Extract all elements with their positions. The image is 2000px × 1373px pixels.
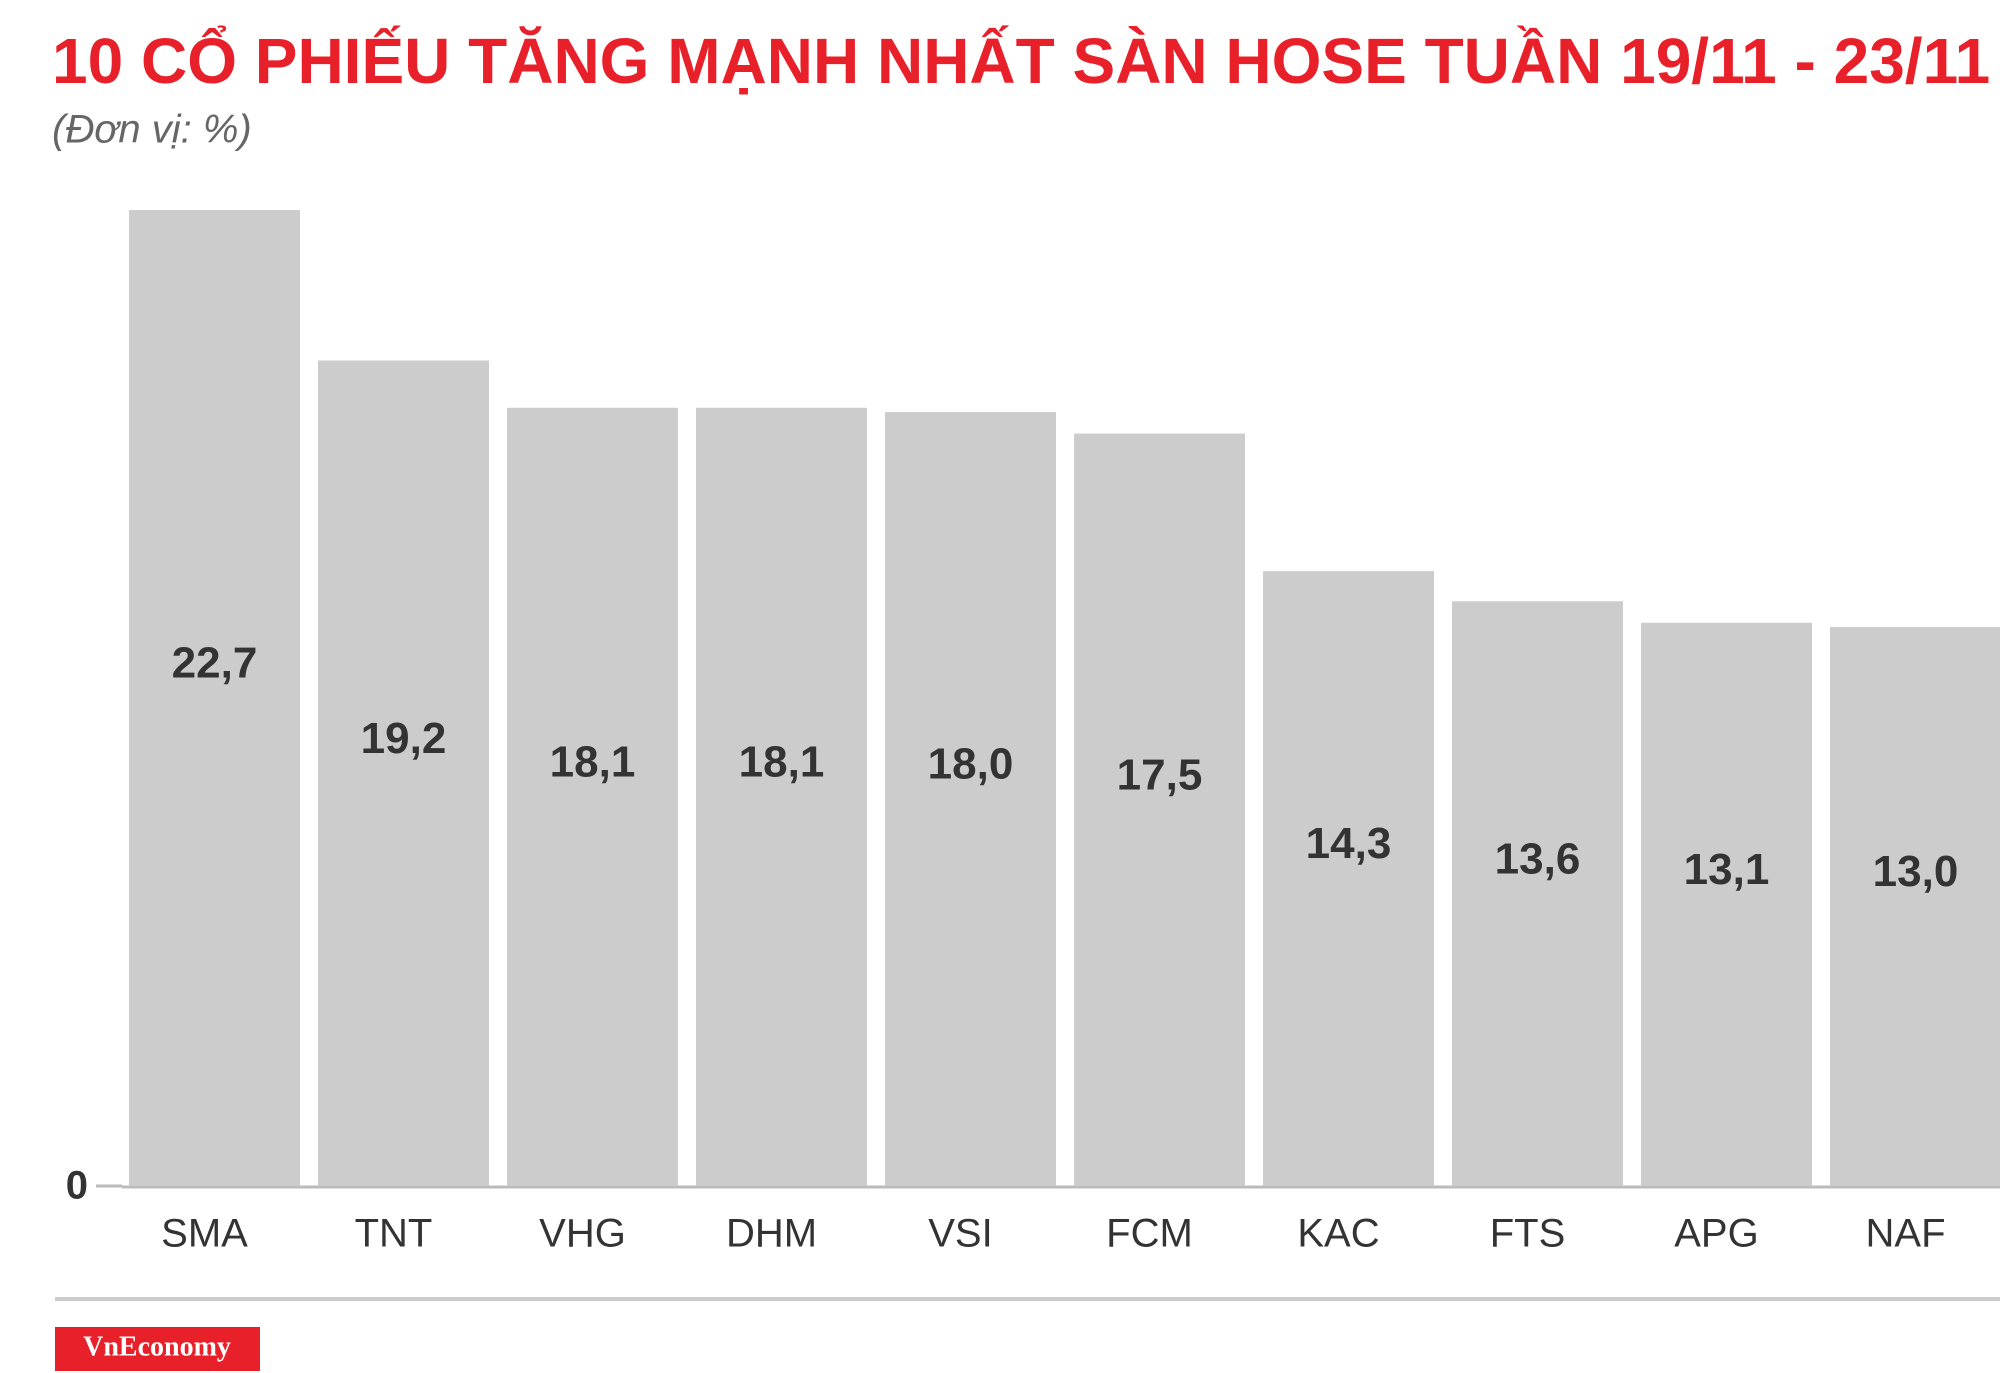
value-label: 13,6 <box>1495 834 1581 883</box>
x-tick-label: APG <box>1674 1212 1758 1256</box>
bar <box>1074 433 1245 1186</box>
bar <box>696 407 867 1186</box>
bar <box>318 360 489 1186</box>
x-tick-label: VHG <box>539 1212 626 1256</box>
bar <box>1263 571 1434 1186</box>
logo-box <box>55 1327 260 1371</box>
chart-title: 10 CỔ PHIẾU TĂNG MẠNH NHẤT SÀN HOSE TUẦN… <box>52 24 1990 97</box>
logo: VnEconomy <box>83 1331 231 1362</box>
bar <box>885 412 1056 1186</box>
x-tick-label: FCM <box>1106 1212 1193 1256</box>
value-label: 13,1 <box>1684 845 1770 894</box>
value-label: 19,2 <box>361 714 447 763</box>
value-label: 18,1 <box>550 738 636 787</box>
value-label: 13,0 <box>1873 847 1959 896</box>
value-label: 14,3 <box>1306 819 1392 868</box>
x-tick-label: DHM <box>726 1212 817 1256</box>
x-tick-label: KAC <box>1297 1212 1379 1256</box>
value-label: 18,1 <box>739 738 825 787</box>
bar <box>1641 622 1812 1186</box>
x-tick-label: TNT <box>355 1212 433 1256</box>
bar <box>1830 627 2000 1186</box>
bar <box>507 407 678 1186</box>
value-label: 17,5 <box>1117 750 1203 799</box>
value-label: 22,7 <box>172 639 258 688</box>
x-tick-label: SMA <box>161 1212 248 1256</box>
bar <box>1452 601 1623 1186</box>
x-tick-label: FTS <box>1490 1212 1566 1256</box>
x-tick-label: NAF <box>1866 1212 1946 1256</box>
y-tick-label: 0 <box>66 1164 88 1208</box>
x-tick-label: VSI <box>928 1212 992 1256</box>
value-label: 18,0 <box>928 740 1014 789</box>
chart-subtitle: (Đơn vị: %) <box>52 108 252 152</box>
bar <box>129 210 300 1186</box>
